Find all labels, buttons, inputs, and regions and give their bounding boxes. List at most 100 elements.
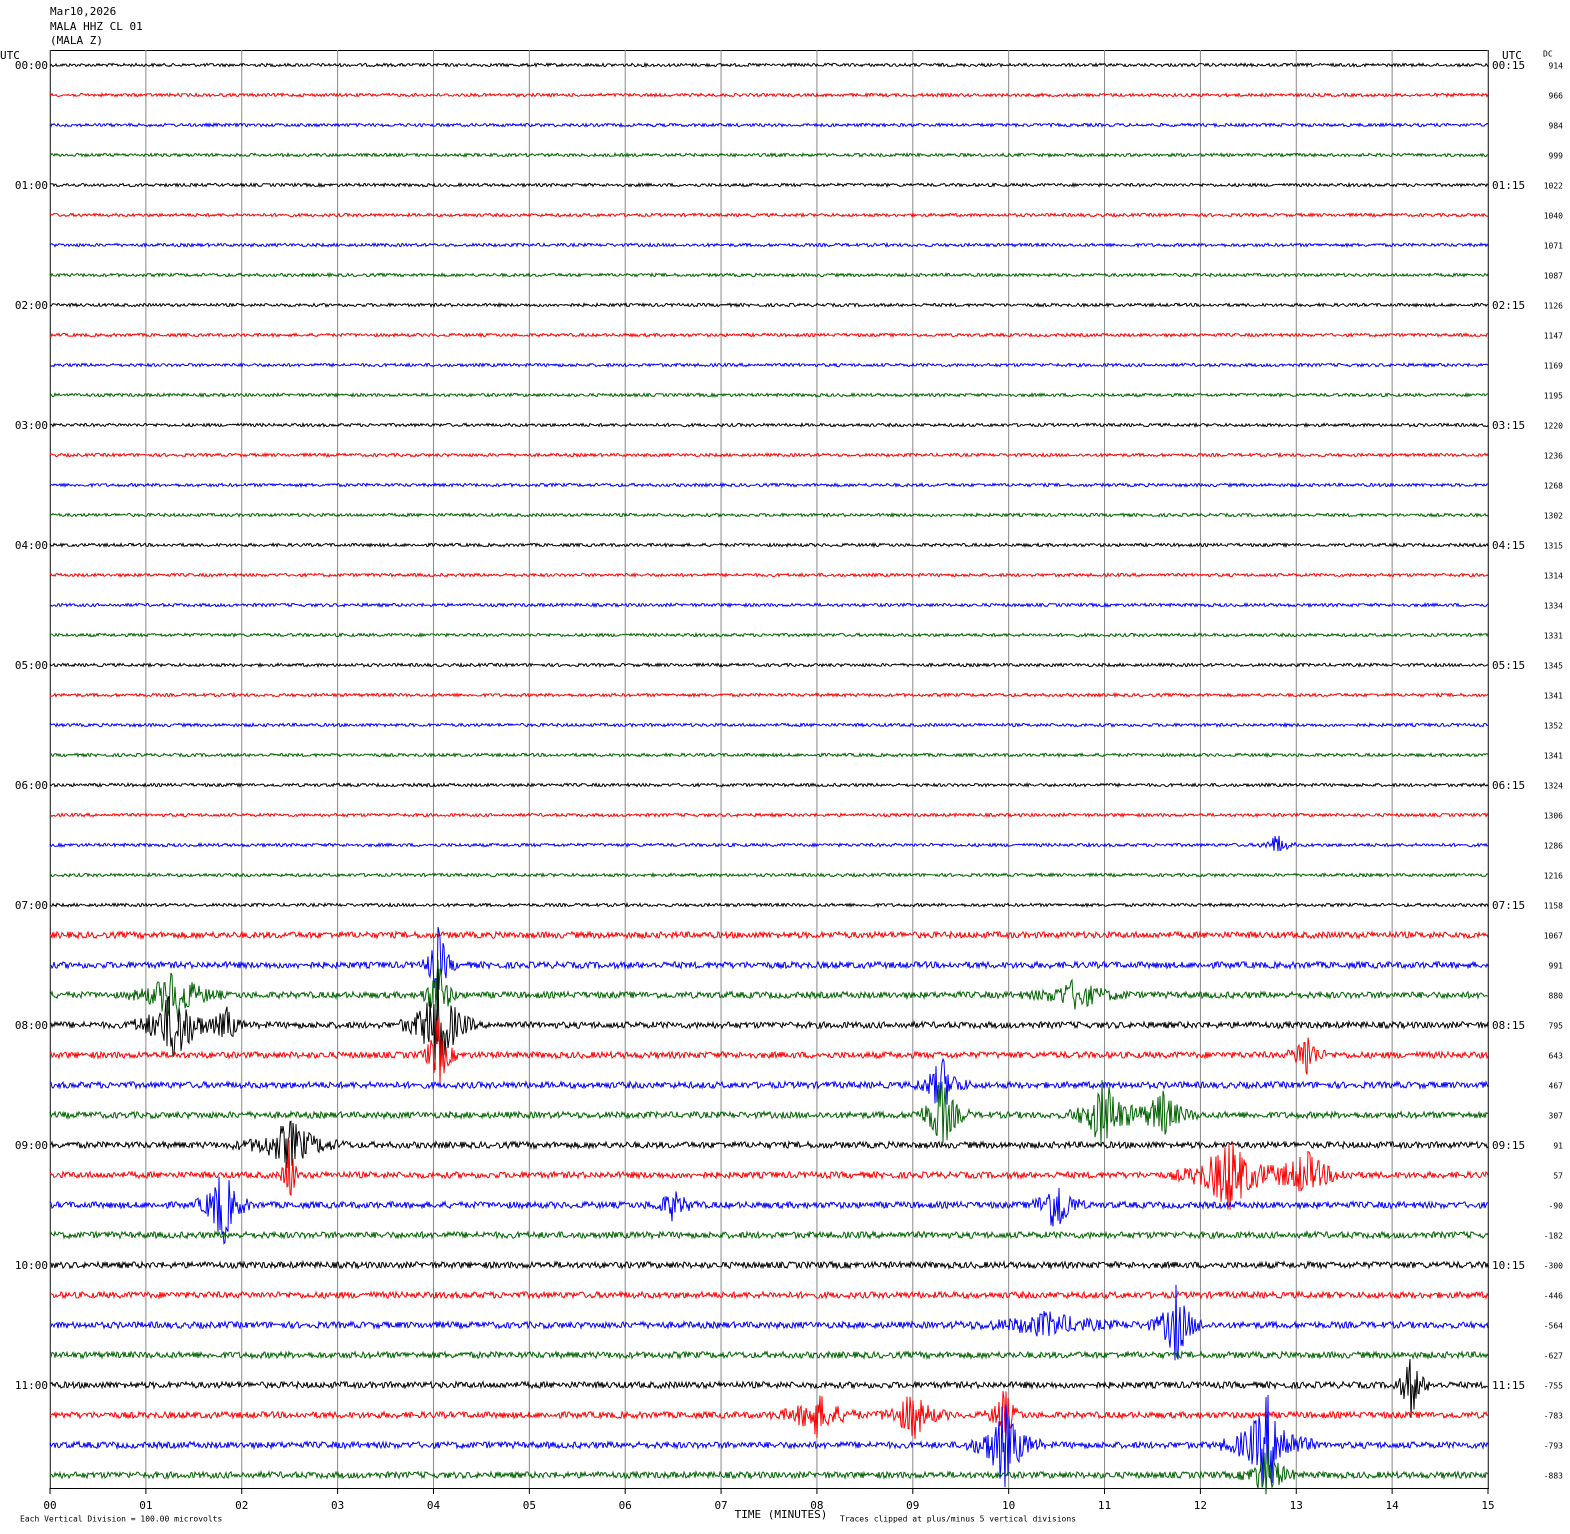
dc-value: -883: [1544, 1472, 1563, 1481]
dc-value: 1158: [1544, 902, 1563, 911]
right-time-label: 00:15: [1492, 59, 1525, 72]
title-line: (MALA Z): [50, 34, 103, 47]
trace: [49, 871, 1489, 879]
trace: [49, 331, 1489, 339]
trace: [49, 1443, 1489, 1495]
dc-value: 1126: [1544, 302, 1563, 311]
x-tick-label: 13: [1290, 1499, 1303, 1512]
trace: [49, 835, 1489, 852]
trace: [49, 1284, 1489, 1361]
x-tick-label: 10: [1002, 1499, 1015, 1512]
left-time-label: 06:00: [15, 779, 48, 792]
trace: [49, 151, 1489, 159]
trace: [49, 211, 1489, 219]
trace: [49, 391, 1489, 399]
dc-value: 1345: [1544, 662, 1563, 671]
trace: [49, 1120, 1489, 1169]
dc-value: 307: [1549, 1112, 1564, 1121]
trace: [49, 451, 1489, 458]
dc-value: 1087: [1544, 272, 1563, 281]
trace: [49, 968, 1489, 1070]
dc-value: 999: [1549, 152, 1564, 161]
x-tick-label: 08: [810, 1499, 823, 1512]
left-time-label: 07:00: [15, 899, 48, 912]
trace: [49, 930, 1489, 941]
right-time-label: 01:15: [1492, 179, 1525, 192]
right-time-label: 07:15: [1492, 899, 1525, 912]
trace: [49, 481, 1489, 489]
dc-value: 1220: [1544, 422, 1563, 431]
dc-value: -755: [1544, 1382, 1563, 1391]
dc-value: -783: [1544, 1412, 1563, 1421]
dc-value: 914: [1549, 62, 1564, 71]
dc-value: 1315: [1544, 542, 1563, 551]
dc-value: 1268: [1544, 482, 1563, 491]
trace: [49, 1259, 1489, 1271]
dc-value: -564: [1544, 1322, 1563, 1331]
trace: [49, 901, 1489, 909]
x-tick-label: 14: [1386, 1499, 1400, 1512]
trace: [49, 1176, 1489, 1245]
trace: [49, 122, 1489, 129]
trace: [49, 421, 1489, 429]
x-tick-label: 00: [43, 1499, 56, 1512]
x-tick-label: 05: [523, 1499, 536, 1512]
title-line: MALA HHZ CL 01: [50, 20, 143, 33]
utc-label: UTC: [0, 49, 20, 62]
dc-value: 643: [1549, 1052, 1564, 1061]
trace: [49, 1057, 1489, 1105]
trace: [49, 751, 1489, 759]
dc-value: -793: [1544, 1442, 1563, 1451]
dc-value: -446: [1544, 1292, 1563, 1301]
right-time-label: 04:15: [1492, 539, 1525, 552]
trace: [49, 959, 1488, 1023]
left-time-label: 09:00: [15, 1139, 48, 1152]
trace: [49, 91, 1489, 99]
trace: [49, 301, 1489, 309]
dc-value: -300: [1544, 1262, 1563, 1271]
dc-value: -182: [1544, 1232, 1563, 1241]
trace: [49, 61, 1489, 69]
trace: [49, 362, 1489, 369]
right-time-label: 08:15: [1492, 1019, 1525, 1032]
dc-value: -90: [1549, 1202, 1564, 1211]
dc-value: 1341: [1544, 752, 1563, 761]
trace: [49, 1358, 1489, 1418]
dc-value: 1147: [1544, 332, 1563, 341]
trace: [49, 601, 1489, 609]
trace: [49, 572, 1489, 579]
trace: [49, 1229, 1489, 1241]
trace: [49, 1391, 1489, 1439]
x-tick-label: 12: [1194, 1499, 1207, 1512]
dc-value: 91: [1553, 1142, 1563, 1151]
left-time-label: 01:00: [15, 179, 48, 192]
trace: [49, 1016, 1489, 1085]
plot-frame: [50, 50, 1489, 1489]
right-time-label: 09:15: [1492, 1139, 1525, 1152]
left-time-label: 11:00: [15, 1379, 48, 1392]
dc-value: 795: [1549, 1022, 1564, 1031]
dc-value: 1216: [1544, 872, 1563, 881]
trace: [50, 181, 1489, 189]
trace: [49, 691, 1489, 699]
dc-value: 1067: [1544, 932, 1563, 941]
trace: [49, 511, 1489, 519]
dc-value: 1169: [1544, 362, 1563, 371]
dc-value: 1306: [1544, 812, 1563, 821]
x-tick-label: 04: [427, 1499, 441, 1512]
left-time-label: 02:00: [15, 299, 48, 312]
dc-value: 991: [1549, 962, 1564, 971]
dc-value: 1331: [1544, 632, 1563, 641]
trace: [49, 271, 1489, 279]
dc-value: 1286: [1544, 842, 1563, 851]
title-line: Mar10,2026: [50, 5, 116, 18]
dc-value: 467: [1549, 1082, 1564, 1091]
dc-value: 1195: [1544, 392, 1563, 401]
dc-value: 1334: [1544, 602, 1563, 611]
dc-value: 984: [1549, 122, 1564, 131]
right-time-label: 02:15: [1492, 299, 1525, 312]
trace: [49, 631, 1489, 639]
x-tick-label: 09: [906, 1499, 919, 1512]
trace: [49, 1394, 1489, 1488]
